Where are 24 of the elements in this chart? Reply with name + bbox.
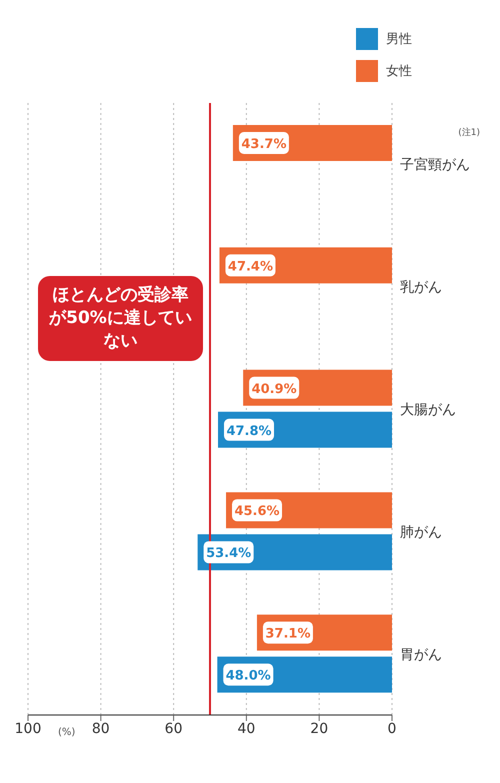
data-label: 53.4% — [206, 546, 252, 562]
data-label: 43.7% — [241, 137, 286, 152]
data-label: 48.0% — [226, 668, 271, 684]
y-tick-label: 大腸がん — [400, 402, 456, 418]
text: (注1) — [458, 126, 480, 139]
x-axis-title: (%) — [58, 727, 76, 738]
data-label: 40.9% — [252, 382, 297, 397]
x-tick-label: 0 — [388, 720, 396, 737]
data-label: 47.8% — [226, 424, 272, 439]
x-tick-label: 100 — [14, 720, 42, 737]
y-tick-label: 肺がん — [400, 524, 442, 540]
legend-label: 女性 — [386, 63, 412, 80]
legend-label: 男性 — [386, 31, 412, 48]
x-tick-label: 60 — [164, 720, 183, 737]
x-tick-label: 40 — [237, 720, 256, 737]
data-label: 47.4% — [228, 259, 274, 274]
y-tick-label: 子宮頸がん — [400, 157, 470, 174]
annotation: ほとんどの受診率が50%に達していない — [38, 276, 203, 361]
data-label: 45.6% — [234, 504, 280, 520]
y-tick-label: 胃がん — [400, 646, 442, 663]
y-tick-label: 乳がん — [400, 280, 442, 296]
x-tick-label: 20 — [310, 720, 328, 737]
data-label: 37.1% — [265, 626, 311, 642]
x-tick-label: 80 — [92, 720, 110, 737]
